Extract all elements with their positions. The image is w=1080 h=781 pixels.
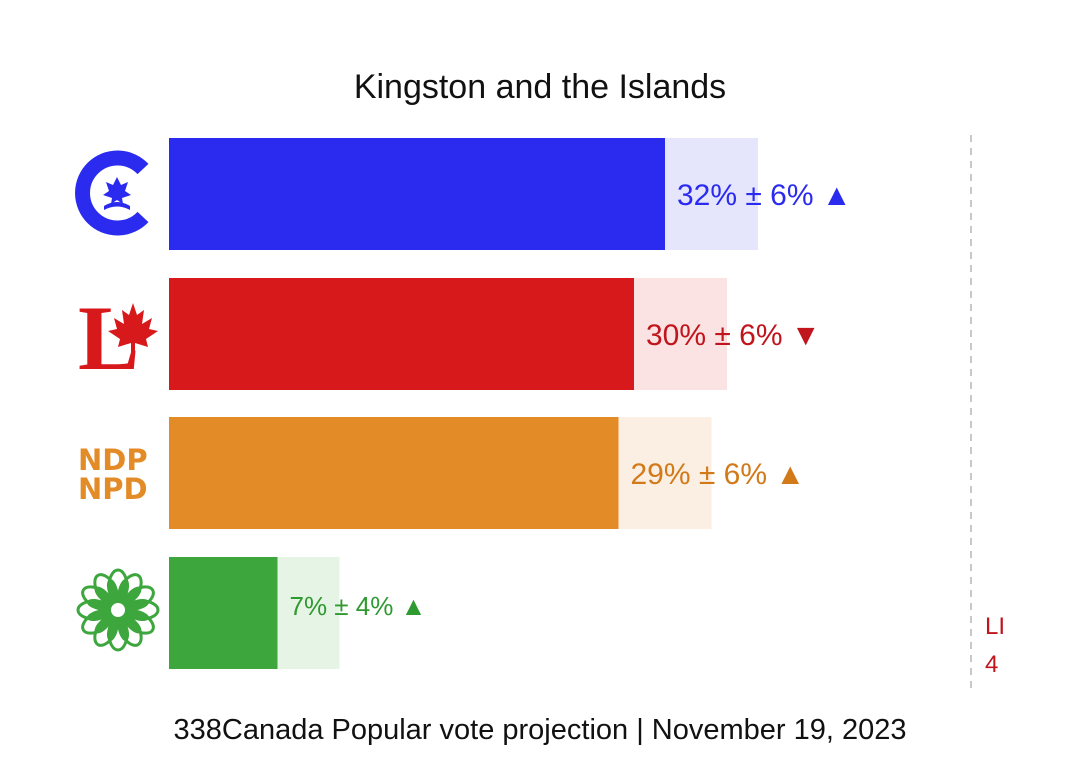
bars-group: 32% ± 6% ▲ 30% ± 6% ▼ 29% ± 6% ▲ 7% ± 4% ▲ xyxy=(169,138,852,669)
data-label: 30% ± 6% ▼ xyxy=(646,319,821,352)
data-label: 32% ± 6% ▲ xyxy=(677,179,852,212)
ndp-logo-line2: NPD xyxy=(78,472,148,506)
ndp-logo-icon: NDP NPD xyxy=(78,443,148,506)
conservative-logo-icon xyxy=(75,150,149,236)
chart-title: Kingston and the Islands xyxy=(353,68,727,106)
ndp-logo-line1: NDP xyxy=(78,443,148,477)
petal xyxy=(124,616,142,634)
liberal-logo-icon: L xyxy=(78,287,158,389)
data-label: 7% ± 4% ▲ xyxy=(290,591,427,621)
green-party-logo-icon xyxy=(76,568,160,652)
petal xyxy=(124,586,142,604)
bar xyxy=(169,278,634,390)
bar xyxy=(169,557,278,669)
petal xyxy=(106,579,119,601)
petal xyxy=(94,586,112,604)
data-label: 29% ± 6% ▲ xyxy=(631,458,806,491)
side-label-line1: LI xyxy=(985,613,1006,640)
bar xyxy=(169,138,665,250)
petal xyxy=(94,616,112,634)
bar xyxy=(169,417,619,529)
chart-footer: 338Canada Popular vote projection | Nove… xyxy=(173,714,907,746)
side-label-line2: 4 xyxy=(985,651,999,678)
